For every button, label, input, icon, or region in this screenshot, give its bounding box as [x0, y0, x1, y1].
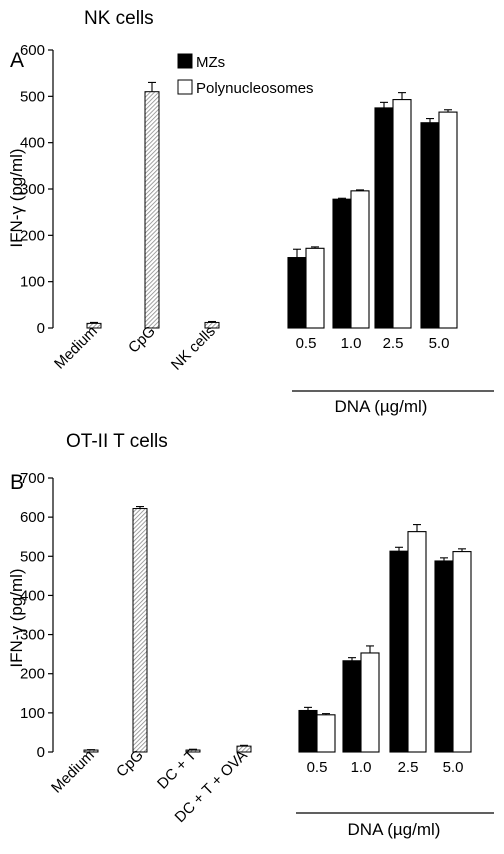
panel-b-y-tick-label: 200: [20, 666, 45, 683]
panel-b-dna-tick-label: 2.5: [398, 759, 419, 776]
panel-a-control-label: Medium: [51, 323, 101, 373]
panel-a-y-tick-label: 500: [20, 88, 45, 105]
panel-a-control-bar: [144, 91, 160, 329]
panel-a-group-label: DNA (µg/ml): [335, 397, 428, 416]
panel-a-dna-tick-label: 2.5: [383, 335, 404, 352]
panel-a-mzs-bar: [287, 257, 307, 329]
panel-a-polynucleosomes-bar: [438, 111, 458, 329]
panel-a-mzs-bar: [332, 198, 352, 329]
panel-b-dna-tick-label: 1.0: [351, 759, 372, 776]
panel-a-control-label: NK cells: [168, 323, 219, 374]
panel-b-y-tick-label: 400: [20, 587, 45, 604]
panel-b-y-tick-label: 300: [20, 627, 45, 644]
panel-b-dna-tick-label: 5.0: [443, 759, 464, 776]
panel-b-control-bar: [132, 508, 148, 753]
panel-b-mzs-bar: [298, 709, 318, 753]
panel-b-mzs-bar: [342, 660, 362, 753]
panel-a-y-tick-label: 100: [20, 274, 45, 291]
panel-a-dna-tick-label: 1.0: [341, 335, 362, 352]
panel-b-control-label: Medium: [48, 747, 98, 797]
panel-b-polynucleosomes-bar: [407, 531, 427, 753]
panel-b-control-label: DC + T: [154, 747, 200, 793]
panel-b-y-tick-label: 0: [37, 744, 45, 761]
panel-a-polynucleosomes-bar: [305, 247, 325, 329]
panel-b-y-tick-label: 700: [20, 470, 45, 487]
panel-a-dna-tick-label: 0.5: [296, 335, 317, 352]
legend-label-mzs: MZs: [196, 54, 225, 71]
panel-b-polynucleosomes-bar: [360, 652, 380, 753]
panel-b-y-tick-label: 100: [20, 705, 45, 722]
panel-a-y-tick-label: 200: [20, 227, 45, 244]
panel-b-mzs-bar: [434, 560, 454, 753]
panel-a-y-tick-label: 400: [20, 135, 45, 152]
panel-b-mzs-bar: [389, 550, 409, 753]
panel-a-dna-tick-label: 5.0: [429, 335, 450, 352]
panel-a-y-tick-label: 600: [20, 42, 45, 59]
panel-a-y-tick-label: 0: [37, 320, 45, 337]
panel-a-title: NK cells: [84, 8, 154, 29]
panel-b-y-tick-label: 500: [20, 548, 45, 565]
panel-a-polynucleosomes-bar: [392, 99, 412, 329]
panel-b-group-label: DNA (µg/ml): [348, 820, 441, 839]
panel-b-polynucleosomes-bar: [316, 714, 336, 753]
legend-swatch-mzs: [177, 53, 193, 69]
panel-b-y-tick-label: 600: [20, 509, 45, 526]
panel-a-mzs-bar: [374, 107, 394, 329]
panel-a-y-tick-label: 300: [20, 181, 45, 198]
panel-b-polynucleosomes-bar: [452, 551, 472, 753]
panel-b-dna-tick-label: 0.5: [307, 759, 328, 776]
panel-b-y-axis-label: IFN-γ (pg/ml): [7, 568, 26, 667]
panel-a-label: A: [10, 49, 24, 72]
panel-a-polynucleosomes-bar: [350, 190, 370, 329]
legend-swatch-polynucleosomes: [177, 79, 193, 95]
panel-b-label: B: [10, 471, 24, 494]
panel-a-y-axis-label: IFN-γ (pg/ml): [7, 148, 26, 247]
legend-label-polynucleosomes: Polynucleosomes: [196, 80, 314, 97]
panel-b-title: OT-II T cells: [66, 431, 168, 452]
panel-a-mzs-bar: [420, 122, 440, 329]
